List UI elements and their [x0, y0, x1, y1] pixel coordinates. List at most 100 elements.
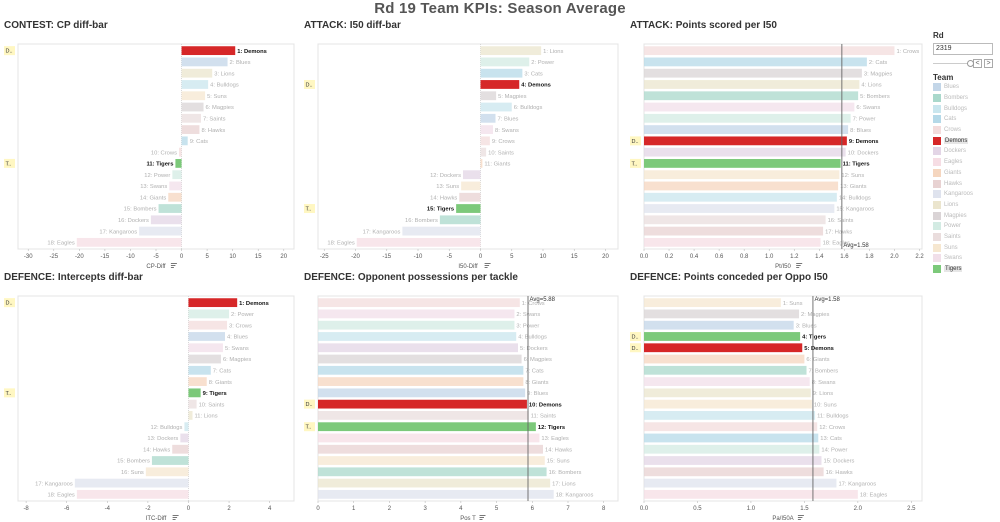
bar-hawks[interactable]: [459, 192, 481, 202]
bar-magpies[interactable]: [644, 309, 800, 319]
bar-swans[interactable]: [169, 181, 182, 191]
bar-tigers[interactable]: [318, 422, 536, 432]
bar-power[interactable]: [172, 170, 182, 180]
legend-item-dockers[interactable]: Dockers: [933, 146, 1000, 157]
bar-eagles[interactable]: [76, 489, 189, 499]
bar-crows[interactable]: [480, 136, 490, 146]
bar-lions[interactable]: [644, 388, 811, 398]
bar-swans[interactable]: [480, 125, 494, 134]
legend-item-swans[interactable]: Swans: [933, 253, 1000, 264]
bar-tigers[interactable]: [175, 159, 182, 168]
bar-blues[interactable]: [318, 388, 526, 398]
bar-swans[interactable]: [644, 102, 855, 112]
bar-bulldogs[interactable]: [644, 411, 816, 420]
bar-crows[interactable]: [644, 46, 895, 56]
bar-bulldogs[interactable]: [184, 422, 189, 432]
legend-item-bulldogs[interactable]: Bulldogs: [933, 103, 1000, 114]
bar-dockers[interactable]: [644, 147, 846, 157]
bar-saints[interactable]: [480, 147, 487, 157]
legend-item-magpies[interactable]: Magpies: [933, 210, 1000, 221]
bar-eagles[interactable]: [76, 237, 182, 247]
bar-saints[interactable]: [644, 215, 826, 225]
bar-saints[interactable]: [181, 113, 201, 123]
bar-giants[interactable]: [318, 377, 524, 386]
bar-hawks[interactable]: [172, 444, 189, 454]
bar-lions[interactable]: [318, 478, 551, 488]
sort-icon[interactable]: [484, 263, 491, 268]
bar-blues[interactable]: [480, 113, 496, 123]
bar-demons[interactable]: [181, 46, 236, 56]
bar-blues[interactable]: [644, 320, 794, 330]
bar-lions[interactable]: [188, 411, 193, 420]
bar-demons[interactable]: [644, 136, 847, 146]
bar-suns[interactable]: [644, 399, 812, 409]
bar-power[interactable]: [318, 320, 515, 330]
bar-hawks[interactable]: [181, 125, 200, 134]
bar-crows[interactable]: [188, 320, 228, 330]
bar-cats[interactable]: [318, 365, 524, 375]
bar-power[interactable]: [644, 444, 820, 454]
bar-crows[interactable]: [179, 147, 182, 157]
bar-cats[interactable]: [644, 433, 819, 443]
bar-hawks[interactable]: [318, 444, 543, 454]
bar-dockers[interactable]: [150, 215, 182, 225]
bar-swans[interactable]: [644, 377, 810, 386]
bar-crows[interactable]: [318, 298, 520, 308]
legend-item-demons[interactable]: Demons: [933, 135, 1000, 146]
bar-swans[interactable]: [188, 343, 223, 353]
legend-item-bombers[interactable]: Bombers: [933, 93, 1000, 104]
bar-blues[interactable]: [188, 332, 225, 341]
chart-intercepts-diff[interactable]: DEFENCE: Intercepts diff-bar 1: Demons 2:…: [4, 272, 298, 522]
bar-lions[interactable]: [644, 80, 860, 89]
bar-eagles[interactable]: [644, 237, 821, 247]
bar-power[interactable]: [644, 113, 851, 123]
legend-item-power[interactable]: Power: [933, 221, 1000, 232]
bar-bulldogs[interactable]: [644, 192, 837, 202]
bar-magpies[interactable]: [644, 68, 862, 78]
bar-magpies[interactable]: [318, 354, 522, 364]
legend-item-hawks[interactable]: Hawks: [933, 178, 1000, 189]
bar-kangaroos[interactable]: [74, 478, 189, 488]
bar-kangaroos[interactable]: [644, 478, 837, 488]
bar-saints[interactable]: [188, 399, 197, 409]
bar-giants[interactable]: [644, 354, 805, 364]
chart-i50-diff[interactable]: ATTACK: I50 diff-bar 1: Lions 2: Power 3: …: [304, 20, 622, 270]
bar-bombers[interactable]: [151, 456, 189, 465]
bar-saints[interactable]: [318, 411, 529, 420]
bar-giants[interactable]: [480, 159, 483, 168]
bar-tigers[interactable]: [644, 159, 841, 168]
bar-suns[interactable]: [318, 456, 545, 465]
bar-kangaroos[interactable]: [402, 226, 481, 236]
bar-tigers[interactable]: [644, 332, 801, 341]
round-input[interactable]: 2319: [933, 43, 993, 55]
legend-item-giants[interactable]: Giants: [933, 168, 1000, 179]
bar-dockers[interactable]: [318, 343, 518, 353]
bar-kangaroos[interactable]: [139, 226, 182, 236]
bar-demons[interactable]: [644, 343, 803, 353]
legend-item-blues[interactable]: Blues: [933, 82, 1000, 93]
chart-points-per-i50[interactable]: ATTACK: Points scored per I50 1: Crows 2:…: [630, 20, 930, 270]
bar-giants[interactable]: [168, 192, 182, 202]
bar-bulldogs[interactable]: [318, 332, 517, 341]
legend-item-saints[interactable]: Saints: [933, 232, 1000, 243]
legend-item-kangaroos[interactable]: Kangaroos: [933, 189, 1000, 200]
chart-cp-diff[interactable]: CONTEST: CP diff-bar 1: Demons 2: Blues 3:…: [4, 20, 298, 270]
bar-power[interactable]: [480, 57, 530, 67]
chart-possessions-per-tackle[interactable]: DEFENCE: Opponent possessions per tackle…: [304, 272, 622, 522]
bar-bombers[interactable]: [644, 91, 859, 101]
bar-cats[interactable]: [480, 68, 523, 78]
bar-crows[interactable]: [644, 422, 818, 432]
bar-tigers[interactable]: [188, 388, 201, 398]
sort-icon[interactable]: [170, 263, 177, 268]
bar-cats[interactable]: [188, 365, 211, 375]
bar-suns[interactable]: [145, 467, 189, 477]
bar-demons[interactable]: [188, 298, 238, 308]
bar-tigers[interactable]: [456, 204, 481, 213]
bar-bombers[interactable]: [439, 215, 481, 225]
bar-cats[interactable]: [644, 57, 867, 67]
bar-magpies[interactable]: [188, 354, 221, 364]
bar-giants[interactable]: [188, 377, 207, 386]
bar-magpies[interactable]: [480, 91, 497, 101]
bar-hawks[interactable]: [644, 226, 824, 236]
bar-dockers[interactable]: [644, 456, 822, 465]
